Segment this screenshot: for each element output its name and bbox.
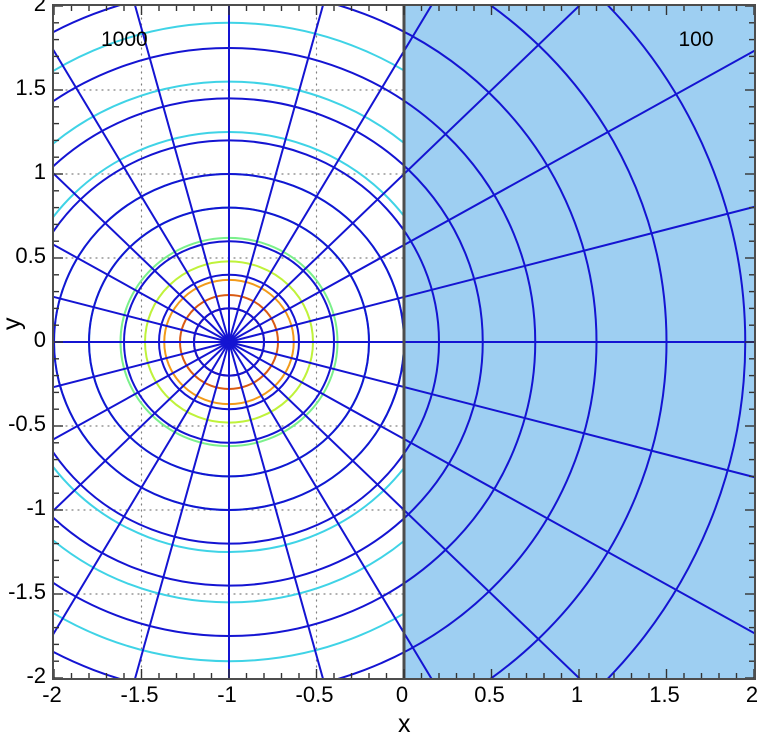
axis-ticks xyxy=(54,6,754,678)
mesh-ray-20 xyxy=(228,341,433,678)
mesh-ray-5 xyxy=(228,6,324,343)
y-tick-label: 1 xyxy=(33,159,46,184)
y-tick-label: -1.5 xyxy=(8,579,46,604)
mesh-ray-22 xyxy=(228,341,754,635)
contour-label-100: 100 xyxy=(678,28,714,52)
x-axis-label: x xyxy=(398,710,411,738)
x-tick-label: 1 xyxy=(570,682,584,707)
y-tick-label: 0.5 xyxy=(15,243,46,268)
x-tick-label: -1 xyxy=(217,682,237,707)
x-tick-label: 0.5 xyxy=(474,682,505,707)
x-tick-label: -2 xyxy=(42,682,62,707)
x-tick-label: 0 xyxy=(395,682,409,707)
y-tick-label: 1.5 xyxy=(15,75,46,100)
mesh-ray-1 xyxy=(228,205,754,343)
mesh-ray-21 xyxy=(228,341,581,678)
plot-area: 1000 100 xyxy=(52,4,756,680)
mesh-ray-17 xyxy=(134,341,230,678)
x-tick-label: -1.5 xyxy=(120,682,159,707)
y-tick-label: -1 xyxy=(26,495,46,520)
mesh-ray-19 xyxy=(228,341,324,678)
mesh-ray-9 xyxy=(54,172,230,343)
x-tick-label: 1.5 xyxy=(649,682,680,707)
mesh-ray-23 xyxy=(228,341,754,479)
contour-label-1000: 1000 xyxy=(101,28,148,52)
mesh-ray-2 xyxy=(228,49,754,343)
x-tick-label: 2 xyxy=(745,682,759,707)
y-tick-label: -2 xyxy=(26,663,46,688)
mesh-ray-3 xyxy=(228,6,581,343)
plot-canvas xyxy=(54,6,754,678)
y-tick-label: -0.5 xyxy=(8,411,46,436)
y-tick-label: 2 xyxy=(33,0,46,16)
mesh-ray-7 xyxy=(134,6,230,343)
y-tick-label: 0 xyxy=(33,327,46,352)
mesh-ray-10 xyxy=(54,243,230,343)
mesh-ray-15 xyxy=(54,341,230,512)
mesh-ray-16 xyxy=(54,341,230,635)
mesh-ray-8 xyxy=(54,49,230,343)
x-tick-label: -0.5 xyxy=(295,682,334,707)
mesh-ray-14 xyxy=(54,341,230,441)
mesh-ray-4 xyxy=(228,6,433,343)
